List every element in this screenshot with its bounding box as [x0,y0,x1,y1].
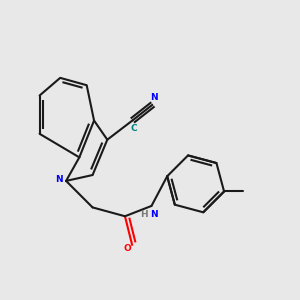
Text: O: O [123,244,131,253]
Text: N: N [55,175,62,184]
Text: N: N [150,210,158,219]
Text: C: C [130,124,137,133]
Text: N: N [151,93,158,102]
Text: H: H [140,210,148,219]
